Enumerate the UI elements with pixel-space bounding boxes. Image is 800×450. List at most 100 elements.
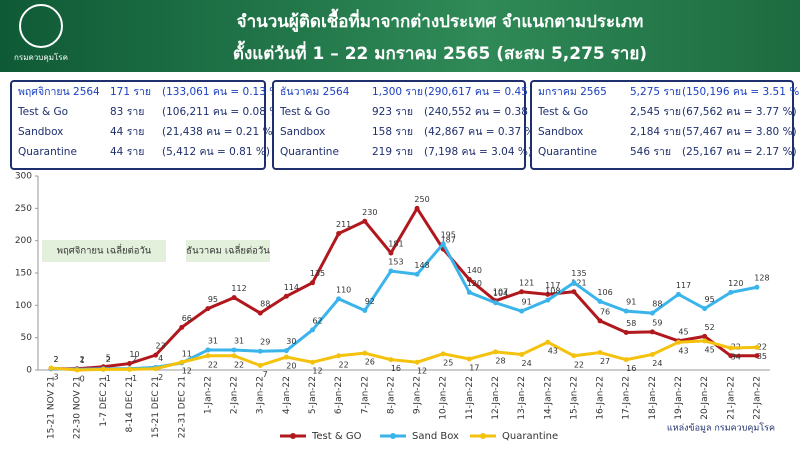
x-tick-label: 2-Jan-22 (230, 376, 240, 414)
label: ธันวาคม 2564 (280, 86, 350, 98)
stat-panel: มกราคม 2565 5,275 ราย (150,196 คน = 3.51 %… (530, 80, 800, 170)
point (728, 289, 734, 295)
data-label: 7 (263, 370, 268, 379)
data-label: 12 (312, 367, 322, 376)
data-label: 120 (728, 279, 743, 288)
ratio: (5,412 คน = 0.81 %) (162, 146, 270, 158)
data-label: 230 (362, 208, 377, 217)
x-tick-label: 15-Jan-22 (569, 376, 579, 420)
label: Sandbox (538, 126, 584, 138)
point (440, 351, 446, 357)
data-label: 31 (208, 336, 218, 345)
point (754, 284, 760, 290)
point (362, 218, 368, 224)
point (571, 353, 577, 359)
data-label: 22 (574, 360, 584, 369)
x-tick-label: 13-Jan-22 (517, 376, 527, 420)
y-tick-label: 50 (21, 333, 33, 343)
point (283, 293, 289, 299)
data-label: 92 (365, 297, 375, 306)
x-tick-label: 11-Jan-22 (465, 376, 475, 420)
point (676, 339, 681, 345)
y-tick-label: 300 (15, 172, 32, 182)
logo: กรมควบคุมโรค (6, 4, 76, 66)
data-label: 0 (80, 375, 85, 384)
y-tick-label: 250 (15, 204, 32, 214)
point (310, 280, 315, 286)
count: 219 ราย (372, 146, 414, 158)
data-label: 12 (182, 367, 192, 376)
count: 2,184 ราย (630, 126, 682, 138)
x-tick-label: 3-Jan-22 (256, 376, 266, 414)
point (179, 324, 185, 330)
series-line (51, 205, 757, 371)
data-label: 3 (54, 373, 59, 382)
data-label: 27 (600, 357, 610, 366)
data-label: 11 (182, 349, 192, 358)
data-label: 4 (158, 354, 163, 363)
data-label: 114 (284, 283, 299, 292)
data-label: 43 (678, 347, 688, 356)
data-label: 140 (467, 266, 482, 275)
point (231, 353, 237, 359)
point (388, 250, 394, 256)
count: 2,545 ราย (630, 106, 682, 118)
title: จำนวนผู้ติดเชื้อที่มาจากต่างประเทศ จำแนก… (236, 12, 644, 32)
data-label: 31 (234, 336, 244, 345)
data-label: 108 (545, 287, 560, 296)
x-tick-label: 20-Jan-22 (700, 376, 710, 420)
org: กรมควบคุมโรค (14, 53, 68, 62)
label: Test & Go (538, 106, 589, 118)
data-label: 187 (441, 236, 456, 245)
data-label: 2 (158, 373, 163, 382)
ratio: (106,211 คน = 0.08 %) (162, 106, 284, 118)
x-tick-label: 10-Jan-22 (439, 376, 449, 420)
data-label: 28 (495, 356, 505, 365)
x-tick-label: 18-Jan-22 (648, 376, 658, 420)
header: กรมควบคุมโรค จำนวนผู้ติดเชื้อที่มาจากต่า… (0, 0, 800, 72)
point (257, 362, 263, 368)
stat-row: พฤศจิกายน 2564 171 ราย (133,061 คน = 0.13 … (12, 82, 283, 102)
point (127, 361, 132, 367)
stat-row: ธันวาคม 2564 1,300 ราย (290,617 คน = 0.45 … (274, 82, 545, 102)
point (545, 291, 551, 297)
stat-row: Sandbox 44 ราย (21,438 คน = 0.21 %) (12, 122, 277, 142)
data-label: 34 (731, 353, 741, 362)
data-label: 117 (676, 281, 691, 290)
ratio: (133,061 คน = 0.13 %) (162, 86, 284, 98)
data-label: 59 (652, 318, 662, 327)
data-label: 135 (571, 269, 586, 278)
data-label: 17 (469, 364, 479, 373)
x-tick-label: 21-Jan-22 (726, 376, 736, 420)
data-label: 22 (234, 360, 244, 369)
stat-row: Quarantine 546 ราย (25,167 คน = 2.17 %) (532, 142, 797, 162)
x-tick-label: 22-30 NOV 21 (73, 376, 83, 439)
label: Test & Go (18, 106, 69, 118)
point (74, 367, 80, 373)
data-label: 128 (754, 274, 769, 283)
ratio: (67,562 คน = 3.77 %) (682, 106, 797, 118)
data-label: 195 (441, 230, 456, 239)
label: Sandbox (18, 126, 64, 138)
data-label: 16 (391, 364, 401, 373)
data-label: 29 (260, 338, 270, 347)
x-tick-label: 9-Jan-22 (413, 376, 423, 414)
point (649, 351, 655, 357)
point (519, 308, 525, 314)
point (414, 359, 420, 365)
data-label: 88 (652, 300, 662, 309)
data-label: 43 (548, 347, 558, 356)
x-tick-label: 1-7 DEC 21 (99, 376, 109, 427)
point (519, 351, 525, 357)
data-label: 12 (417, 367, 427, 376)
label: มกราคม 2565 (538, 86, 607, 98)
data-label: 181 (388, 239, 403, 248)
ratio: (290,617 คน = 0.45 %) (424, 86, 546, 98)
point (388, 268, 394, 274)
point (205, 347, 211, 353)
point (728, 353, 734, 359)
stat-row: มกราคม 2565 5,275 ราย (150,196 คน = 3.51 %… (532, 82, 800, 102)
label: Quarantine (538, 146, 597, 158)
